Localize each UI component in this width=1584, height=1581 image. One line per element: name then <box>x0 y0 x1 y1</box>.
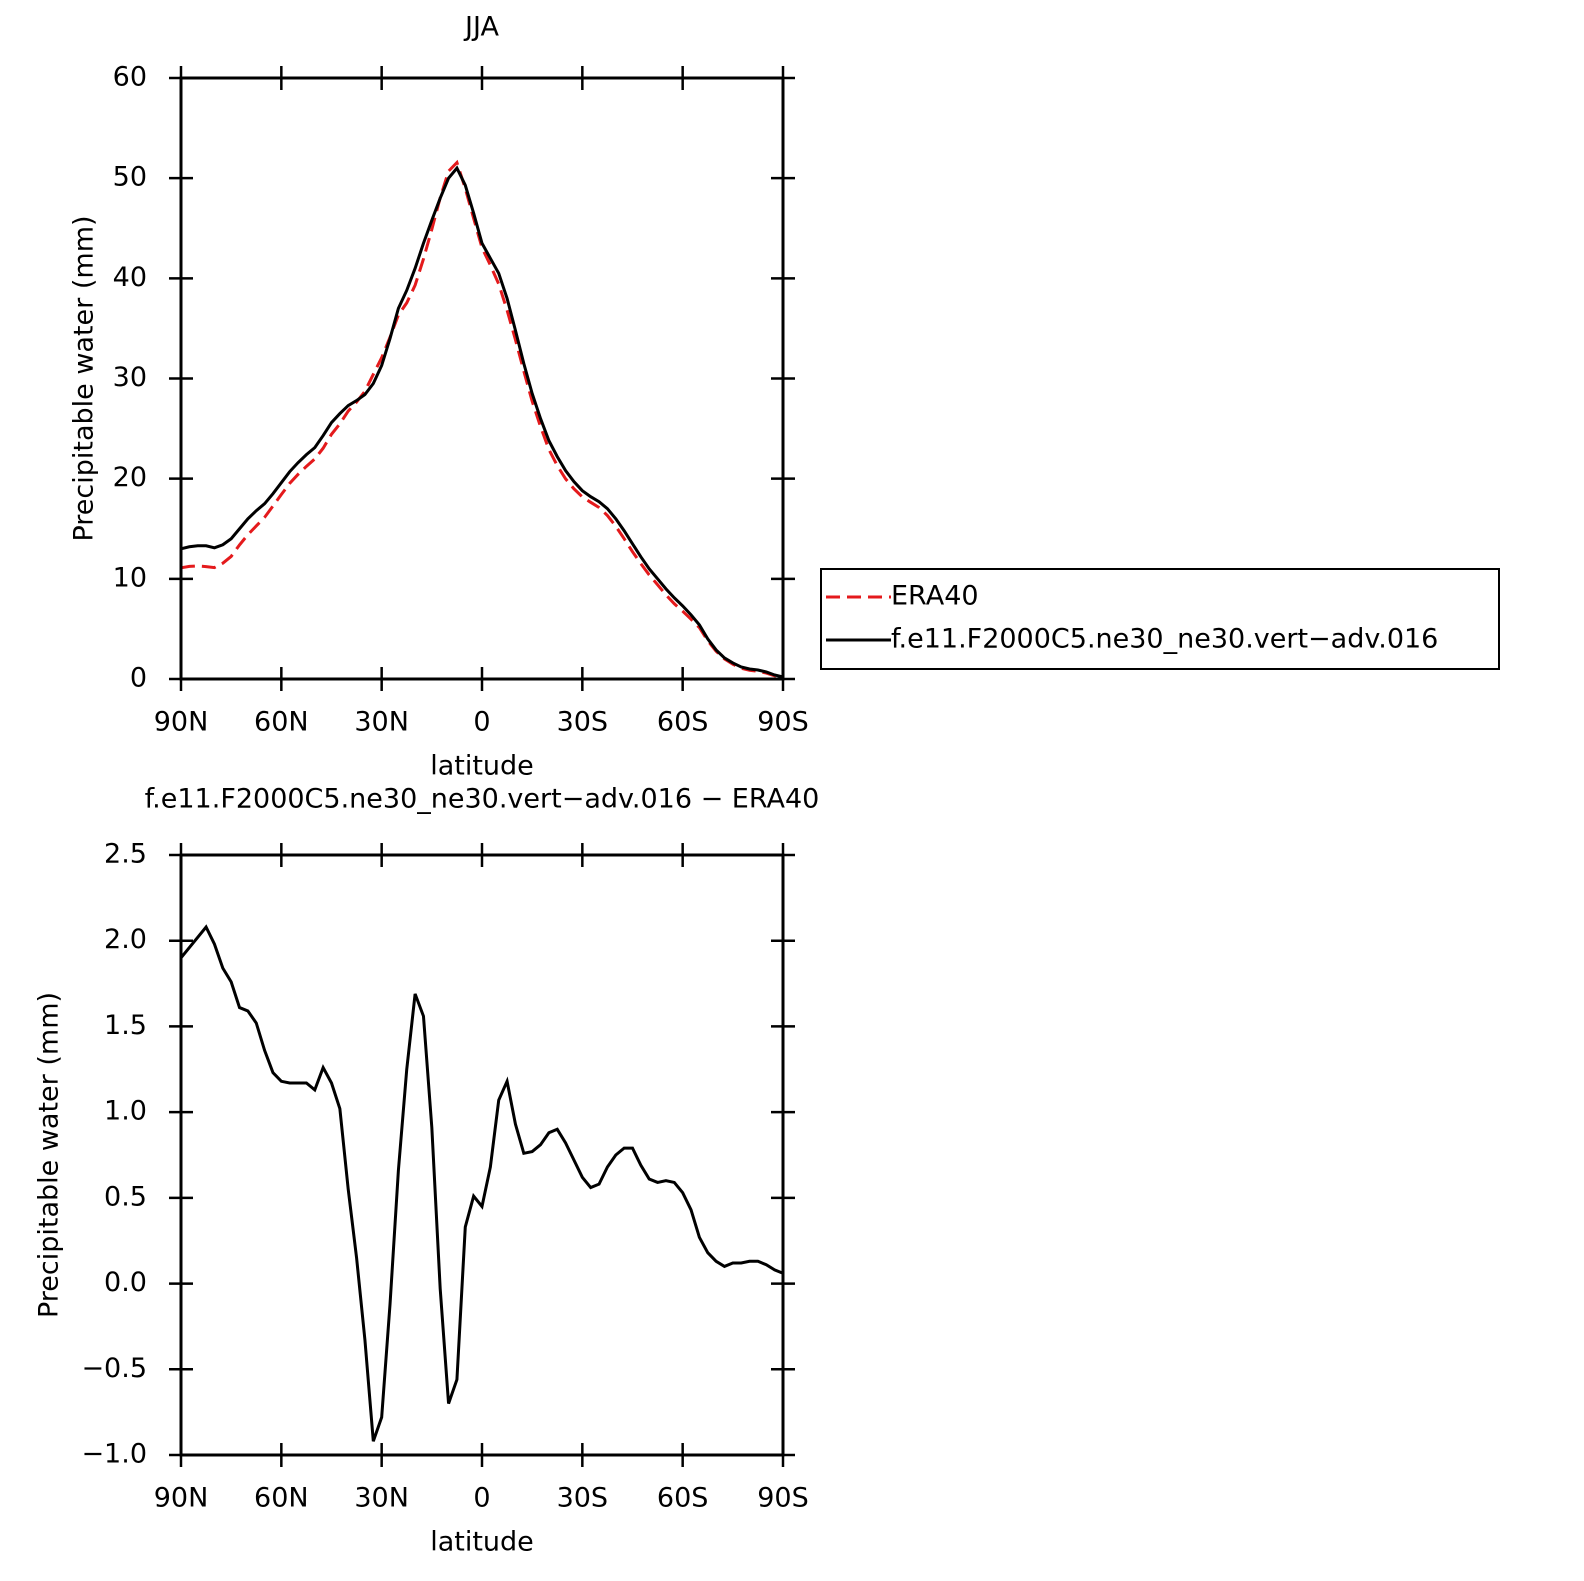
y-tick-label: 30 <box>113 362 147 393</box>
plot-frame <box>179 76 785 681</box>
x-tick-label: 90S <box>757 1483 809 1514</box>
y-axis-label: Precipitable water (mm) <box>34 992 65 1318</box>
data-line <box>180 159 784 680</box>
x-tick-label: 0 <box>473 1483 490 1514</box>
x-tick-label: 90N <box>154 1483 209 1514</box>
x-tick-label: 90S <box>757 707 809 738</box>
x-axis-label: latitude <box>430 751 534 782</box>
x-tick-label: 30S <box>557 707 609 738</box>
y-tick-label: 2.5 <box>104 839 147 870</box>
y-tick-label: 40 <box>113 262 147 293</box>
x-tick-label: 30S <box>557 1483 609 1514</box>
y-tick-label: 60 <box>113 62 147 93</box>
x-tick-label: 60S <box>657 707 709 738</box>
x-tick-label: 60N <box>254 1483 309 1514</box>
x-tick-label: 60S <box>657 1483 709 1514</box>
y-tick-label: 50 <box>113 162 147 193</box>
y-tick-label: 0.0 <box>104 1267 147 1298</box>
y-tick-label: 2.0 <box>104 924 147 955</box>
x-tick-label: 30N <box>354 1483 409 1514</box>
legend-frame <box>820 568 1500 670</box>
y-axis-label: Precipitable water (mm) <box>69 215 100 541</box>
x-tick-label: 60N <box>254 707 309 738</box>
legend-label: f.e11.F2000C5.ne30_ne30.vert−adv.016 <box>891 624 1438 655</box>
y-tick-label: 0.5 <box>104 1181 147 1212</box>
y-tick-label: 0 <box>130 663 147 694</box>
x-tick-label: 30N <box>354 707 409 738</box>
data-line <box>179 924 784 1442</box>
y-tick-label: 1.0 <box>104 1096 147 1127</box>
chart-title: JJA <box>463 12 499 43</box>
plot-frame <box>179 853 785 1457</box>
y-tick-label: 20 <box>113 462 147 493</box>
chart-title: f.e11.F2000C5.ne30_ne30.vert−adv.016 − E… <box>145 784 820 815</box>
y-tick-label: 1.5 <box>104 1010 147 1041</box>
y-tick-label: −1.0 <box>81 1439 147 1470</box>
x-tick-label: 0 <box>473 707 490 738</box>
y-tick-label: −0.5 <box>81 1353 147 1384</box>
legend-label: ERA40 <box>891 581 979 612</box>
x-tick-label: 90N <box>154 707 209 738</box>
data-line <box>180 165 784 679</box>
y-tick-label: 10 <box>113 562 147 593</box>
x-axis-label: latitude <box>430 1527 534 1558</box>
